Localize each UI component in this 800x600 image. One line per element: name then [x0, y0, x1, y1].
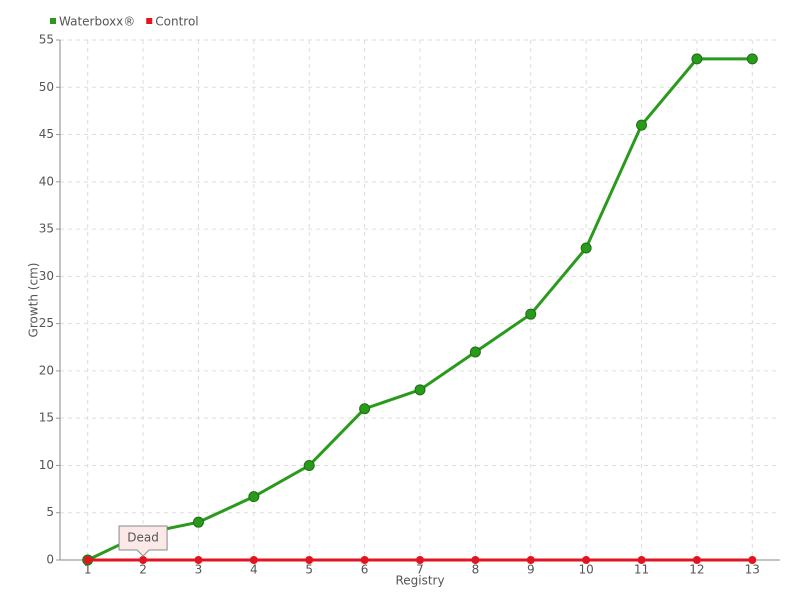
y-tick-label: 50 — [39, 80, 54, 94]
x-tick-label: 4 — [250, 563, 258, 577]
legend-label: Waterboxx® — [59, 15, 135, 29]
data-point — [580, 242, 592, 254]
annotation-text: Dead — [127, 531, 159, 545]
data-point — [471, 556, 480, 564]
y-tick-label: 25 — [39, 316, 54, 330]
x-tick-label: 6 — [361, 563, 369, 577]
x-tick-label: 1 — [84, 563, 92, 577]
data-point — [139, 556, 148, 564]
y-tick-label: 35 — [39, 222, 54, 236]
y-tick-label: 0 — [46, 553, 54, 567]
x-tick-label: 8 — [472, 563, 480, 577]
x-tick-label: 2 — [139, 563, 147, 577]
x-tick-label: 13 — [745, 563, 760, 577]
data-point — [192, 516, 204, 528]
legend-label: Control — [155, 15, 198, 29]
data-point — [359, 403, 371, 415]
x-tick-label: 7 — [416, 563, 424, 577]
y-tick-label: 40 — [39, 174, 54, 188]
data-point — [525, 308, 537, 320]
y-tick-label: 20 — [39, 363, 54, 377]
legend-swatch — [50, 18, 56, 24]
data-point — [249, 556, 258, 564]
data-point — [194, 556, 203, 564]
y-tick-label: 45 — [39, 127, 54, 141]
data-point — [416, 556, 424, 564]
data-point — [636, 119, 648, 131]
legend-swatch — [146, 18, 153, 24]
data-point — [526, 556, 535, 564]
annotation-box — [118, 525, 168, 557]
x-tick-label: 9 — [527, 563, 535, 577]
y-tick-label: 30 — [39, 269, 54, 283]
data-point — [469, 346, 481, 358]
data-point — [746, 53, 758, 65]
data-point — [414, 384, 426, 396]
data-point — [83, 556, 92, 564]
x-tick-label: 11 — [634, 563, 649, 577]
data-point — [248, 491, 260, 503]
y-tick-label: 5 — [46, 505, 54, 519]
data-point — [692, 556, 701, 564]
y-axis-title: Growth (cm) — [27, 263, 41, 338]
data-point — [360, 556, 369, 564]
data-point — [305, 556, 314, 564]
x-tick-label: 3 — [195, 563, 203, 577]
data-point — [691, 53, 703, 65]
y-tick-label: 55 — [39, 33, 54, 47]
y-tick-label: 15 — [39, 411, 54, 425]
x-tick-label: 12 — [689, 563, 704, 577]
data-point — [582, 556, 591, 564]
data-point — [303, 459, 315, 471]
x-axis-title: Registry — [395, 574, 444, 588]
x-tick-label: 5 — [305, 563, 313, 577]
y-tick-label: 10 — [39, 458, 54, 472]
data-point — [637, 556, 646, 564]
x-tick-label: 10 — [579, 563, 594, 577]
data-point — [748, 556, 757, 564]
